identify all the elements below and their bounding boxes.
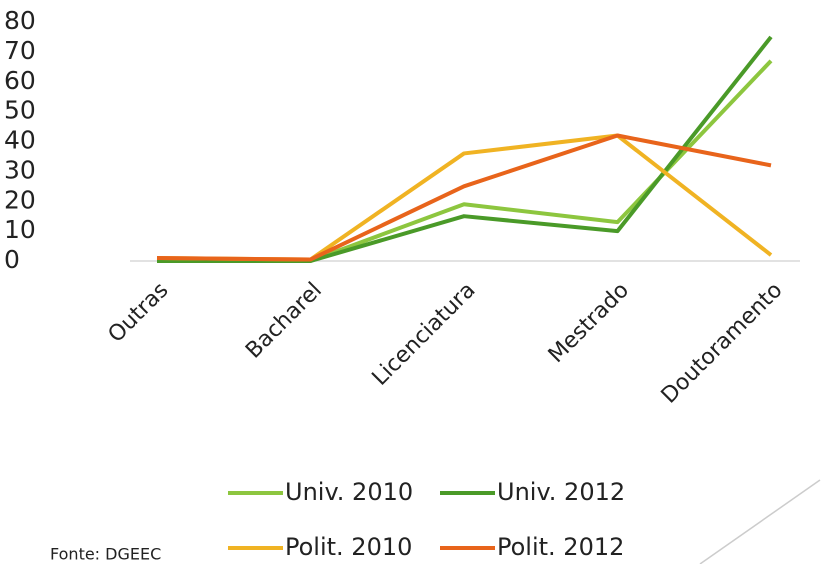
- legend-label: Univ. 2012: [497, 478, 625, 506]
- y-tick-label: 10: [4, 215, 36, 244]
- y-tick-label: 20: [4, 185, 36, 214]
- y-tick-label: 50: [4, 96, 36, 125]
- x-tick-label: Licenciatura: [368, 278, 481, 391]
- x-tick-label: Outras: [104, 278, 174, 348]
- series-line: [156, 133, 772, 262]
- decor-line: [699, 479, 821, 564]
- x-tick-label: Doutoramento: [657, 278, 788, 409]
- y-tick-label: 0: [4, 245, 20, 274]
- legend-label: Polit. 2010: [285, 533, 412, 561]
- y-tick-label: 40: [4, 126, 36, 155]
- x-tick-label: Mestrado: [544, 278, 634, 368]
- y-tick-label: 30: [4, 155, 36, 184]
- x-tick-label: Bacharel: [241, 278, 327, 364]
- y-tick-label: 70: [4, 36, 36, 65]
- y-tick-label: 60: [4, 66, 36, 95]
- source: Fonte: DGEEC: [50, 545, 161, 564]
- series-line: [157, 59, 773, 263]
- y-tick-label: 80: [4, 6, 36, 35]
- legend-label: Univ. 2010: [285, 478, 413, 506]
- legend-label: Polit. 2012: [497, 533, 624, 561]
